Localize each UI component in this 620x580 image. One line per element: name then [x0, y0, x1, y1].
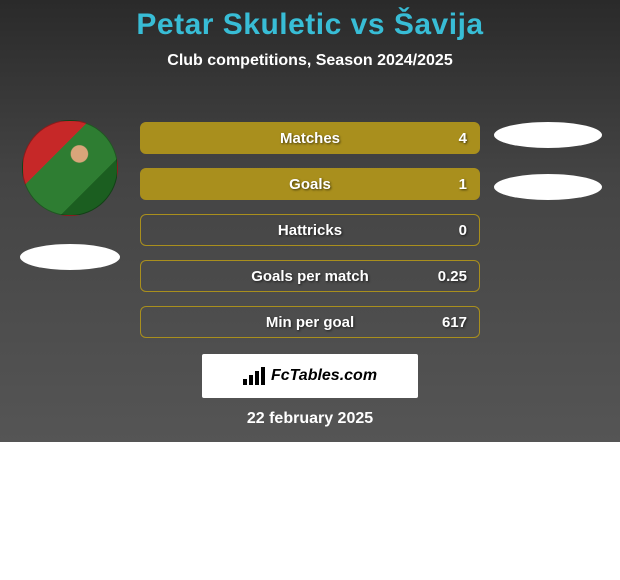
- logo-text: FcTables.com: [271, 367, 377, 385]
- player1-column: [0, 120, 140, 270]
- stat-row-goals: Goals 1: [140, 168, 480, 200]
- player2-column: [488, 122, 608, 226]
- stat-value: 4: [459, 130, 467, 147]
- stat-label: Matches: [141, 130, 479, 147]
- stat-label: Goals: [141, 176, 479, 193]
- comparison-panel: Petar Skuletic vs Šavija Club competitio…: [0, 0, 620, 442]
- stat-row-hattricks: Hattricks 0: [140, 214, 480, 246]
- stat-value: 0: [459, 222, 467, 239]
- stat-label: Min per goal: [141, 314, 479, 331]
- stat-value: 617: [442, 314, 467, 331]
- player1-avatar: [22, 120, 118, 216]
- stat-row-matches: Matches 4: [140, 122, 480, 154]
- date-label: 22 february 2025: [0, 410, 620, 428]
- stats-table: Matches 4 Goals 1 Hattricks 0 Goals per …: [140, 122, 480, 352]
- page-subtitle: Club competitions, Season 2024/2025: [0, 52, 620, 70]
- stat-value: 0.25: [438, 268, 467, 285]
- stat-row-min-per-goal: Min per goal 617: [140, 306, 480, 338]
- player1-name-pill: [20, 244, 120, 270]
- stat-row-goals-per-match: Goals per match 0.25: [140, 260, 480, 292]
- stat-label: Hattricks: [141, 222, 479, 239]
- stat-label: Goals per match: [141, 268, 479, 285]
- page-title: Petar Skuletic vs Šavija: [0, 0, 620, 42]
- player2-pill-2: [494, 174, 602, 200]
- stat-value: 1: [459, 176, 467, 193]
- fctables-logo[interactable]: FcTables.com: [202, 354, 418, 398]
- barchart-icon: [243, 367, 265, 385]
- player2-pill-1: [494, 122, 602, 148]
